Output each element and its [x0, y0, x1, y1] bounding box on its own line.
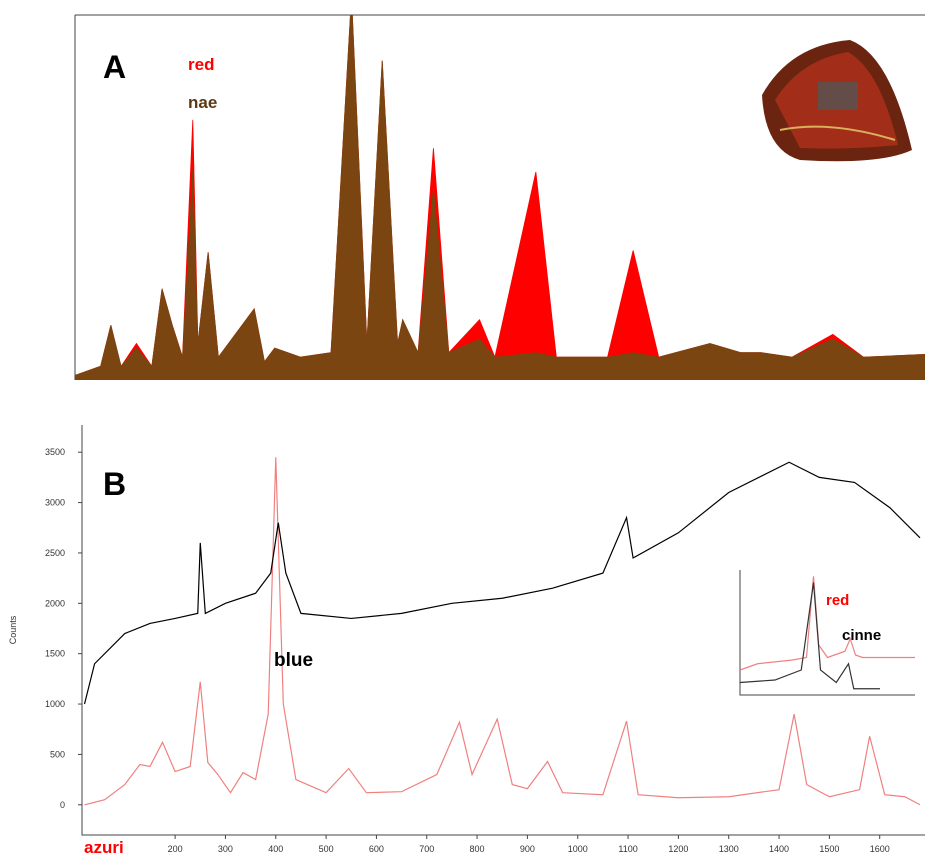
y-tick-label: 1500	[45, 649, 65, 659]
annotation: blue	[274, 650, 313, 671]
panel-label: B	[103, 466, 126, 502]
sample-photo	[762, 40, 912, 162]
x-tick-label: 900	[520, 844, 535, 854]
panel-label: A	[103, 49, 126, 85]
spectrum-line	[84, 457, 921, 806]
panel-b-axes	[81, 425, 925, 836]
annotation: red	[188, 55, 214, 74]
y-tick-label: 500	[50, 749, 65, 759]
y-tick-label: 3500	[45, 447, 65, 457]
inset-plot	[739, 576, 915, 690]
spectrum-line	[739, 582, 880, 690]
x-tick-label: 300	[218, 844, 233, 854]
y-tick-label: 3000	[45, 498, 65, 508]
x-tick-label: 800	[470, 844, 485, 854]
x-tick-label: 1300	[719, 844, 739, 854]
spectrum-area	[75, 15, 925, 380]
panel-b-plot	[83, 457, 921, 806]
inset-axes	[739, 570, 915, 696]
x-tick-label: 1600	[870, 844, 890, 854]
x-tick-label: 1500	[819, 844, 839, 854]
annotation: red	[826, 592, 849, 609]
panel-a-plot	[75, 15, 925, 380]
y-tick-label: 0	[60, 800, 65, 810]
x-tick-label: 1000	[568, 844, 588, 854]
y-tick-label: 2500	[45, 548, 65, 558]
x-tick-label: 1400	[769, 844, 789, 854]
x-tick-label: 1100	[618, 844, 637, 854]
y-tick-label: 1000	[45, 699, 65, 709]
y-tick-label: 2000	[45, 598, 65, 608]
spectrum-line	[83, 461, 921, 705]
spectrum-line	[739, 576, 915, 671]
annotation: cinne	[842, 627, 881, 644]
x-tick-label: 200	[168, 844, 183, 854]
panel-a-frame	[74, 14, 925, 380]
x-tick-label: 600	[369, 844, 384, 854]
annotation: nae	[188, 93, 217, 112]
x-tick-label: 400	[268, 844, 283, 854]
x-tick-label: 1200	[668, 844, 688, 854]
annotation: azuri	[84, 838, 124, 856]
x-tick-label: 700	[419, 844, 434, 854]
y-axis-label: Counts	[8, 615, 18, 644]
x-tick-label: 500	[319, 844, 334, 854]
